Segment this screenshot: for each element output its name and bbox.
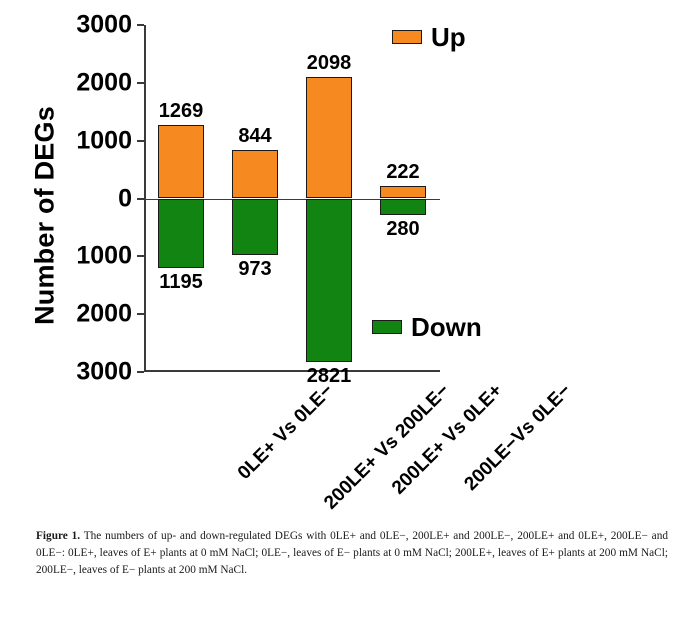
legend-item-down: Down: [372, 314, 482, 340]
y-tick-mark: [137, 139, 144, 142]
y-tick-label: 2000: [76, 299, 132, 328]
x-axis-spine: [144, 370, 440, 372]
bar-value-label-down: 1195: [159, 270, 203, 293]
y-axis-title: Number of DEGs: [29, 106, 60, 325]
figure-caption-label: Figure 1.: [36, 530, 81, 542]
y-tick-mark: [137, 81, 144, 84]
bar-up: [380, 185, 426, 199]
bar-up: [232, 149, 278, 199]
figure-caption: Figure 1. The numbers of up- and down-re…: [36, 528, 668, 579]
legend-swatch-down-icon: [372, 320, 402, 334]
y-tick-mark: [137, 371, 144, 373]
bar-value-label-up: 2098: [306, 52, 352, 75]
legend-swatch-up-icon: [392, 30, 422, 44]
plot-area: 3000 2000 1000 0 1000 2000 3000 1269 1195 844 973…: [76, 11, 440, 386]
bar-group: 1269 1195: [158, 25, 204, 372]
bar-group: 222 280: [380, 25, 426, 372]
y-tick-label: 2000: [76, 68, 132, 97]
bar-value-label-up: 222: [386, 160, 420, 183]
legend-label-down: Down: [411, 312, 482, 342]
bar-value-label-up: 844: [238, 124, 272, 147]
zero-baseline: [144, 198, 440, 200]
y-tick-mark: [137, 255, 144, 258]
x-tick-label: 0LE+ Vs 0LE−: [233, 380, 338, 484]
y-tick-label: 1000: [76, 241, 132, 270]
y-tick-label: 1000: [76, 126, 132, 155]
bar-group: 844 973: [232, 25, 278, 372]
bar-down: [306, 198, 352, 362]
y-tick-mark: [137, 24, 144, 26]
bar-group: 2098 2821: [306, 25, 352, 386]
bar-down: [380, 198, 426, 215]
bar-value-label-down: 973: [238, 257, 272, 280]
bar-value-label-down: 280: [386, 217, 420, 240]
bar-value-label-up: 1269: [158, 100, 204, 123]
y-tick-label: 0: [118, 184, 132, 212]
bar-up: [158, 125, 204, 199]
figure-caption-text: The numbers of up- and down-regulated DE…: [36, 530, 668, 577]
figure-panel: Number of DEGs 3000 2000 1000 0 1000 2000 3000…: [29, 10, 576, 514]
y-tick-mark: [137, 197, 144, 200]
bar-down: [158, 198, 204, 268]
bar-down: [232, 198, 278, 255]
legend-item-up: Up: [392, 24, 466, 50]
bar-value-label-down: 2821: [306, 364, 352, 387]
y-tick-label: 3000: [76, 10, 132, 39]
bar-up: [306, 77, 352, 199]
legend-label-up: Up: [431, 22, 466, 52]
y-tick-label: 3000: [76, 357, 132, 386]
y-tick-mark: [137, 313, 144, 316]
